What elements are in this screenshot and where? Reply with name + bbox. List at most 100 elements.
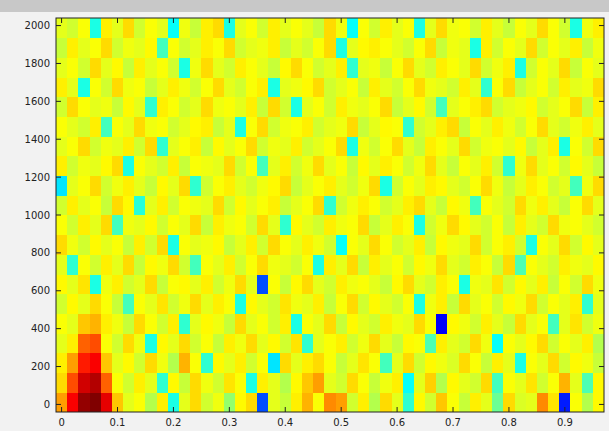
cell (112, 156, 124, 176)
cell (280, 254, 292, 274)
cell (436, 392, 448, 412)
cell (257, 97, 269, 117)
cell (403, 333, 415, 353)
cell (582, 235, 594, 255)
cell (380, 77, 392, 97)
cell (447, 373, 459, 393)
cell (459, 136, 471, 156)
cell (503, 195, 515, 215)
cell (101, 18, 113, 38)
cell (112, 353, 124, 373)
cell (447, 77, 459, 97)
cell (179, 117, 191, 137)
cell (56, 215, 68, 235)
cell (90, 314, 102, 334)
cell (537, 294, 549, 314)
cell (336, 353, 348, 373)
cell (90, 333, 102, 353)
cell (570, 274, 582, 294)
cell (67, 235, 79, 255)
cell (67, 38, 79, 58)
cell (280, 136, 292, 156)
cell (190, 176, 202, 196)
cell (112, 314, 124, 334)
cell (347, 235, 359, 255)
y-tick-label: 600 (31, 285, 50, 296)
cell (157, 215, 169, 235)
cell (492, 176, 504, 196)
cell (459, 373, 471, 393)
cell (235, 333, 247, 353)
cell (224, 294, 236, 314)
cell (503, 373, 515, 393)
cell (112, 392, 124, 412)
cell (403, 254, 415, 274)
cell (268, 215, 280, 235)
x-tick (117, 18, 118, 23)
x-tick-label: 0.7 (445, 417, 461, 428)
cell (90, 373, 102, 393)
cell (246, 18, 258, 38)
cell (157, 314, 169, 334)
cell (515, 314, 527, 334)
cell (593, 176, 604, 196)
cell (492, 18, 504, 38)
cell (436, 333, 448, 353)
cell (470, 235, 482, 255)
cell (157, 333, 169, 353)
cell (492, 38, 504, 58)
cell (414, 314, 426, 334)
cell (459, 274, 471, 294)
cell (78, 97, 90, 117)
cell (145, 136, 157, 156)
cell (403, 38, 415, 58)
x-tick-label: 0.3 (221, 417, 237, 428)
x-tick (397, 18, 398, 23)
cell (179, 254, 191, 274)
cell (291, 38, 303, 58)
y-tick (599, 215, 604, 216)
cell (224, 235, 236, 255)
cell (145, 314, 157, 334)
cell (101, 156, 113, 176)
cell (582, 392, 594, 412)
cell (190, 136, 202, 156)
cell (246, 353, 258, 373)
cell (358, 373, 370, 393)
cell (358, 353, 370, 373)
cell (559, 274, 571, 294)
cell (582, 333, 594, 353)
y-tick (56, 25, 61, 26)
y-tick-label: 400 (31, 323, 50, 334)
cell (559, 195, 571, 215)
cell (213, 235, 225, 255)
cell (470, 156, 482, 176)
cell (67, 294, 79, 314)
y-tick (56, 404, 61, 405)
cell (201, 38, 213, 58)
cell (280, 215, 292, 235)
cell (67, 195, 79, 215)
cell (392, 294, 404, 314)
cell (324, 77, 336, 97)
cell (201, 392, 213, 412)
cell (201, 254, 213, 274)
cell (582, 156, 594, 176)
cell (347, 57, 359, 77)
cell (582, 117, 594, 137)
cell (570, 392, 582, 412)
cell (369, 38, 381, 58)
cell (582, 274, 594, 294)
x-tick-label: 0.2 (165, 417, 181, 428)
cell (559, 333, 571, 353)
cell (123, 18, 135, 38)
cell (526, 254, 538, 274)
cell (78, 274, 90, 294)
cell (369, 373, 381, 393)
y-tick-label: 200 (31, 361, 50, 372)
cell (570, 77, 582, 97)
cell (145, 294, 157, 314)
cell (268, 176, 280, 196)
y-tick (56, 366, 61, 367)
cell (425, 136, 437, 156)
